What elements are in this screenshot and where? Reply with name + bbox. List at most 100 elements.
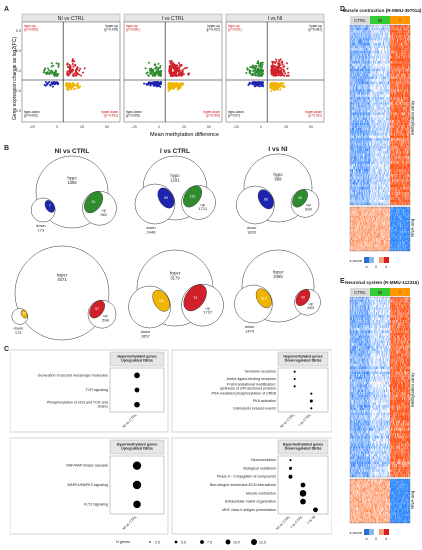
heatmap-cell	[352, 94, 354, 98]
heatmap-cell	[364, 120, 366, 123]
heatmap-cell	[357, 138, 359, 141]
heatmap-cell	[386, 135, 388, 139]
heatmap-cell	[388, 135, 390, 139]
heatmap-cell	[398, 55, 400, 59]
heatmap-cell	[358, 145, 360, 149]
heatmap-cell	[382, 32, 384, 36]
heatmap-cell	[354, 151, 356, 154]
point-hyper-up	[270, 69, 273, 72]
heatmap-cell	[383, 151, 385, 154]
heatmap-cell	[380, 117, 382, 121]
heatmap-cell	[362, 112, 364, 116]
venn-overlap-down	[157, 187, 175, 209]
heatmap-cell	[355, 48, 357, 51]
heatmap-cell	[376, 27, 378, 31]
point-hypo-down	[155, 81, 158, 84]
heatmap-cell	[385, 48, 387, 51]
heatmap-cell	[369, 158, 371, 162]
heatmap-cell	[387, 145, 389, 149]
heatmap-cell	[389, 156, 391, 159]
panel-a-scatter: Gene expression change as log2(FC) Mean …	[12, 13, 325, 138]
heatmap-cell	[408, 115, 410, 118]
heatmap-cell	[387, 166, 389, 170]
heatmap-cell	[357, 135, 359, 139]
heatmap-cell	[365, 135, 367, 139]
heatmap-cell	[392, 43, 394, 46]
heatmap-cell	[379, 58, 381, 62]
heatmap-cell	[350, 99, 352, 103]
heatmap-cell	[360, 79, 362, 82]
heatmap-cell	[385, 63, 387, 67]
heatmap-cell	[381, 81, 383, 85]
heatmap-cell	[365, 71, 367, 74]
heatmap-cell	[376, 84, 378, 87]
heatmap-cell	[397, 71, 399, 74]
heatmap-cell	[379, 115, 381, 118]
heatmap-cell	[356, 104, 358, 108]
heatmap-cell	[382, 166, 384, 170]
heatmap-cell	[357, 30, 359, 33]
heatmap-cell	[365, 91, 367, 95]
quad-label-tl-line: (p=0.063)	[24, 28, 38, 32]
heatmap-cell	[382, 120, 384, 123]
heatmap-cell	[391, 115, 393, 118]
heatmap-cell	[368, 25, 370, 28]
heatmap-cell	[356, 140, 358, 144]
heatmap-cell	[363, 133, 365, 136]
heatmap-cell	[363, 71, 365, 74]
heatmap-cell	[397, 86, 399, 90]
heatmap-cell	[397, 55, 399, 59]
heatmap-cell	[396, 35, 398, 38]
heatmap-cell	[387, 55, 389, 59]
heatmap-cell	[387, 117, 389, 121]
heatmap-cell	[379, 48, 381, 51]
heatmap-cell	[359, 117, 361, 121]
heatmap-cell	[364, 158, 366, 162]
heatmap-cell	[396, 81, 398, 85]
heatmap-cell	[389, 163, 391, 167]
heatmap-cell	[406, 153, 408, 157]
heatmap-cell	[371, 66, 373, 69]
heatmap-cell	[364, 99, 366, 103]
heatmap-cell	[398, 81, 400, 85]
heatmap-cell	[389, 43, 391, 46]
heatmap-cell	[399, 122, 401, 126]
heatmap-cell	[406, 53, 408, 56]
facet-title: I vs NI	[268, 16, 283, 22]
heatmap-cell	[403, 122, 405, 126]
heatmap-cell	[358, 151, 360, 154]
heatmap-cell	[353, 102, 355, 105]
heatmap-cell	[402, 61, 404, 64]
heatmap-cell	[384, 145, 386, 149]
heatmap-cell	[362, 104, 364, 108]
heatmap-cell	[364, 127, 366, 131]
heatmap-cell	[387, 135, 389, 139]
heatmap-cell	[373, 120, 375, 123]
heatmap-cell	[383, 115, 385, 118]
heatmap-cell	[403, 76, 405, 80]
heatmap-cell	[390, 61, 392, 64]
point-hyper-up	[172, 67, 175, 70]
heatmap-cell	[379, 133, 381, 136]
heatmap-cell	[408, 89, 410, 92]
heatmap-cell	[373, 151, 375, 154]
heatmap-cell	[357, 127, 359, 131]
heatmap-cell	[372, 79, 374, 82]
heatmap-cell	[409, 163, 411, 167]
heatmap-cell	[381, 63, 383, 67]
heatmap-cell	[409, 48, 411, 51]
heatmap-cell	[367, 97, 369, 100]
heatmap-cell	[397, 25, 399, 28]
heatmap-cell	[364, 109, 366, 113]
heatmap-cell	[381, 109, 383, 113]
heatmap-cell	[370, 171, 372, 175]
heatmap-cell	[388, 35, 390, 38]
heatmap-cell	[363, 66, 365, 69]
heatmap-cell	[405, 89, 407, 92]
heatmap-cell	[382, 91, 384, 95]
heatmap-cell	[386, 138, 388, 141]
heatmap-cell	[368, 45, 370, 49]
heatmap-cell	[387, 76, 389, 80]
heatmap-cell	[397, 73, 399, 77]
heatmap-cell	[392, 89, 394, 92]
